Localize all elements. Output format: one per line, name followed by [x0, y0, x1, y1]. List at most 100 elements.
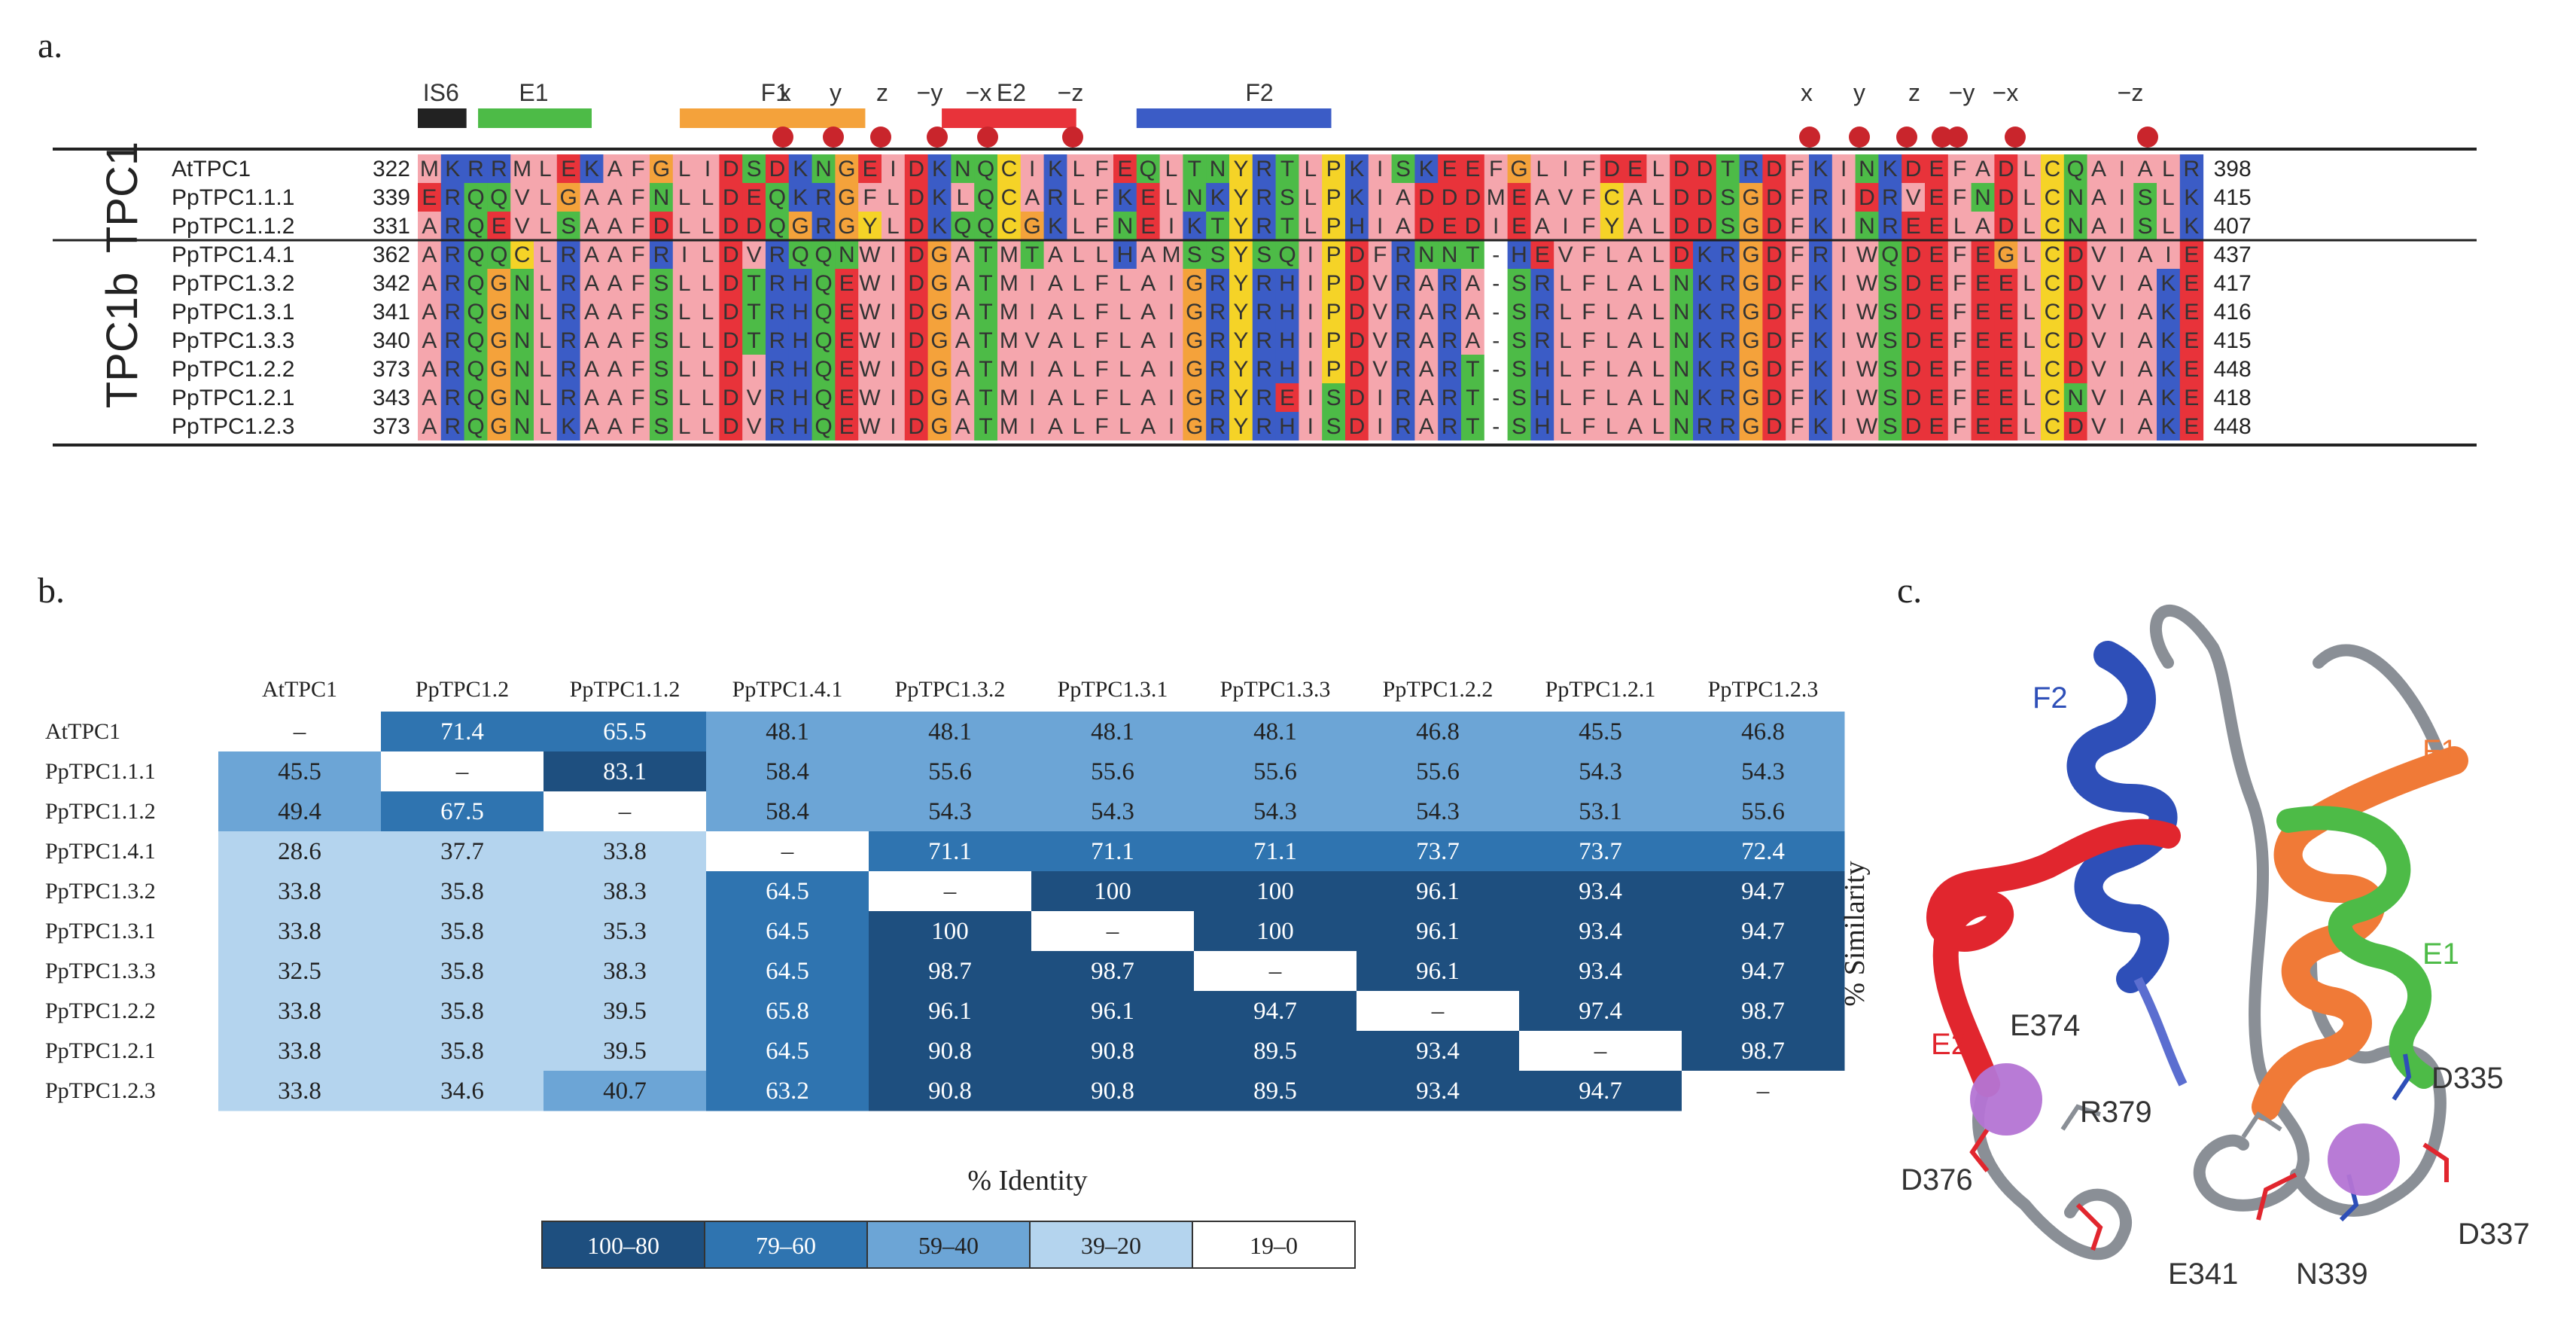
residue: F [1582, 157, 1595, 181]
residue: F [631, 185, 644, 210]
residue: C [1001, 185, 1018, 210]
residue-cell [1322, 183, 1346, 212]
residue-cell [1090, 355, 1114, 383]
residue-cell [1229, 212, 1253, 240]
residue-cell [1067, 355, 1091, 383]
residue: D [2067, 357, 2084, 382]
residue-cell [788, 269, 813, 297]
matrix-value: 48.1 [766, 718, 809, 745]
matrix-cell [869, 791, 1032, 832]
coordination-dot [2005, 127, 2026, 148]
residue-cell [974, 355, 998, 383]
residue: D [1766, 271, 1783, 296]
residue: L [1652, 386, 1664, 410]
residue: I [2119, 271, 2125, 296]
residue: R [1534, 328, 1551, 353]
residue: R [1210, 300, 1226, 325]
residue: N [2067, 185, 2084, 210]
residue: V [515, 214, 530, 239]
residue-cell [650, 269, 674, 297]
legend-swatch [1029, 1221, 1193, 1269]
residue-cell [1414, 269, 1439, 297]
residue: N [1186, 185, 1203, 210]
residue-cell [1345, 297, 1369, 326]
residue-cell [487, 154, 511, 183]
matrix-cell [869, 1071, 1032, 1111]
residue-cell [603, 412, 627, 440]
residue-cell [951, 240, 975, 269]
residue-cell [440, 212, 465, 240]
residue: Q [467, 242, 484, 267]
residue: L [1165, 185, 1178, 210]
residue: L [1165, 157, 1178, 181]
residue: M [1000, 271, 1019, 296]
residue-cell [1994, 269, 2018, 297]
residue-cell [1809, 240, 1833, 269]
matrix-cell [1519, 871, 1682, 912]
residue: L [1119, 300, 1131, 325]
residue-cell [974, 383, 998, 412]
residue: I [2119, 214, 2125, 239]
residue: L [2023, 386, 2036, 410]
residue-cell [1043, 297, 1067, 326]
residue: L [2023, 328, 2036, 353]
residue-cell [1670, 183, 1694, 212]
residue-cell [1832, 212, 1856, 240]
residue: R [1534, 271, 1551, 296]
f2-tail [2133, 977, 2188, 1087]
matrix-value: – [618, 798, 632, 825]
residue: R [1210, 328, 1226, 353]
residue-cell [626, 297, 650, 326]
residue-cell [2110, 240, 2134, 269]
residue-cell [1484, 412, 1509, 440]
residue: R [444, 414, 461, 439]
matrix-col-label: PpTPC1.2.3 [1708, 677, 1819, 702]
residue: A [1628, 386, 1643, 410]
residue-cell [1530, 154, 1554, 183]
residue-cell [1183, 355, 1207, 383]
helix-f2 [2066, 641, 2178, 993]
x-axis-label: % Identity [967, 1165, 1087, 1196]
residue-cell [2179, 297, 2204, 326]
residue-cell [418, 154, 442, 183]
residue: F [1953, 242, 1966, 267]
residue: K [2184, 214, 2199, 239]
residue-cell [811, 355, 836, 383]
residue: E [2184, 242, 2199, 267]
matrix-cell [869, 751, 1032, 792]
residue: V [1372, 300, 1387, 325]
group-label: TPC1b [98, 273, 147, 409]
residue: G [1510, 157, 1527, 181]
residue-cell [904, 297, 929, 326]
residue-cell [1716, 240, 1740, 269]
residue-cell [1438, 154, 1462, 183]
residue-cell [1577, 297, 1601, 326]
residue-cell [858, 383, 882, 412]
residue-cell [1947, 212, 1972, 240]
residue-cell [696, 183, 720, 212]
matrix-value: 45.5 [1579, 718, 1622, 745]
residue-cell [997, 355, 1022, 383]
residue-cell [1090, 412, 1114, 440]
residue: F [1095, 386, 1108, 410]
residue: L [678, 185, 691, 210]
matrix-value: 34.6 [440, 1078, 484, 1105]
residue-cell [510, 412, 534, 440]
residue: Y [1233, 157, 1248, 181]
residue-cell [1183, 183, 1207, 212]
residue-cell [2179, 355, 2204, 383]
residue: F [1582, 386, 1595, 410]
residue-cell [1020, 412, 1045, 440]
matrix-value: 33.8 [278, 918, 321, 945]
residue: I [1377, 157, 1383, 181]
residue-cell [1623, 297, 1647, 326]
residue: Q [954, 214, 971, 239]
residue-cell [1113, 240, 1137, 269]
residue: A [1048, 328, 1063, 353]
residue: D [1766, 300, 1783, 325]
residue-cell [580, 240, 604, 269]
residue: E [2184, 386, 2199, 410]
residue-cell [534, 412, 558, 440]
matrix-value: 55.6 [1253, 758, 1297, 785]
residue-cell [1414, 326, 1439, 355]
